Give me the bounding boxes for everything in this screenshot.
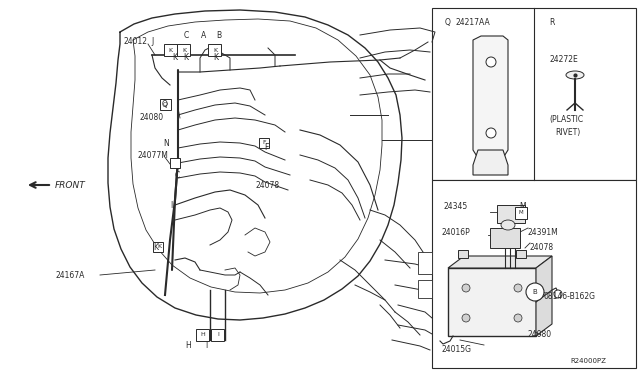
Circle shape (514, 314, 522, 322)
Text: K: K (183, 52, 188, 61)
Text: K: K (213, 48, 217, 52)
Circle shape (462, 284, 470, 292)
Bar (497, 205, 525, 223)
Text: C: C (175, 170, 180, 180)
Text: K: K (213, 52, 218, 61)
Circle shape (462, 314, 470, 322)
Text: 24345: 24345 (443, 202, 467, 211)
Text: I: I (170, 201, 172, 209)
Bar (432, 180, 636, 368)
Polygon shape (448, 256, 552, 268)
Bar (170, 158, 180, 168)
Text: 24217AA: 24217AA (455, 18, 490, 27)
Bar (418, 252, 432, 274)
Text: 24080: 24080 (140, 113, 164, 122)
Text: Q: Q (162, 100, 168, 109)
Text: 24167A: 24167A (55, 270, 84, 279)
Circle shape (526, 283, 544, 301)
Text: 24015G: 24015G (441, 345, 471, 354)
Text: H: H (200, 333, 205, 337)
Text: 24272E: 24272E (549, 55, 578, 64)
Text: M: M (518, 211, 524, 215)
Text: K: K (172, 52, 177, 61)
Text: M: M (519, 202, 525, 211)
Bar (177, 44, 190, 56)
Polygon shape (536, 256, 552, 336)
Ellipse shape (501, 220, 515, 230)
Text: F: F (262, 141, 266, 145)
Circle shape (486, 57, 496, 67)
Text: 24012: 24012 (124, 38, 148, 46)
Polygon shape (473, 150, 508, 175)
Text: K: K (182, 48, 186, 52)
Text: 24016P: 24016P (441, 228, 470, 237)
Bar (515, 207, 527, 219)
Bar (516, 250, 526, 258)
Text: C: C (184, 32, 189, 41)
Bar (259, 138, 269, 148)
Text: A: A (201, 32, 206, 41)
Circle shape (486, 128, 496, 138)
Circle shape (514, 284, 522, 292)
Text: R: R (549, 18, 554, 27)
Bar (164, 44, 177, 56)
Text: K: K (153, 244, 158, 253)
Text: F: F (264, 144, 268, 153)
Polygon shape (473, 36, 508, 158)
Text: I: I (217, 333, 219, 337)
Bar (432, 8, 636, 180)
Text: B: B (216, 32, 221, 41)
Text: J: J (151, 38, 153, 46)
Text: 24391M: 24391M (528, 228, 559, 237)
Bar (458, 250, 468, 258)
Text: 24080: 24080 (527, 330, 551, 339)
Bar (196, 329, 209, 341)
Text: Q: Q (163, 102, 168, 106)
Text: K: K (168, 48, 172, 52)
Bar (490, 228, 520, 248)
Bar (418, 280, 432, 298)
Text: 08146-B162G: 08146-B162G (543, 292, 595, 301)
Text: N: N (163, 138, 169, 148)
Text: 24078: 24078 (530, 243, 554, 252)
Text: 24078: 24078 (255, 180, 279, 189)
Text: B: B (532, 289, 538, 295)
Text: K: K (157, 244, 161, 250)
Text: 24077M: 24077M (138, 151, 169, 160)
Text: RIVET): RIVET) (555, 128, 580, 137)
Ellipse shape (566, 71, 584, 79)
Circle shape (554, 290, 562, 298)
Text: I: I (205, 340, 207, 350)
Bar (208, 44, 221, 56)
Bar (153, 242, 163, 252)
Bar (160, 99, 171, 110)
Text: H: H (185, 340, 191, 350)
Text: FRONT: FRONT (55, 180, 86, 189)
Bar (448, 268, 536, 336)
Text: R24000PZ: R24000PZ (570, 358, 606, 364)
Text: (PLASTIC: (PLASTIC (549, 115, 583, 124)
Text: Q: Q (445, 18, 451, 27)
Bar (211, 329, 224, 341)
